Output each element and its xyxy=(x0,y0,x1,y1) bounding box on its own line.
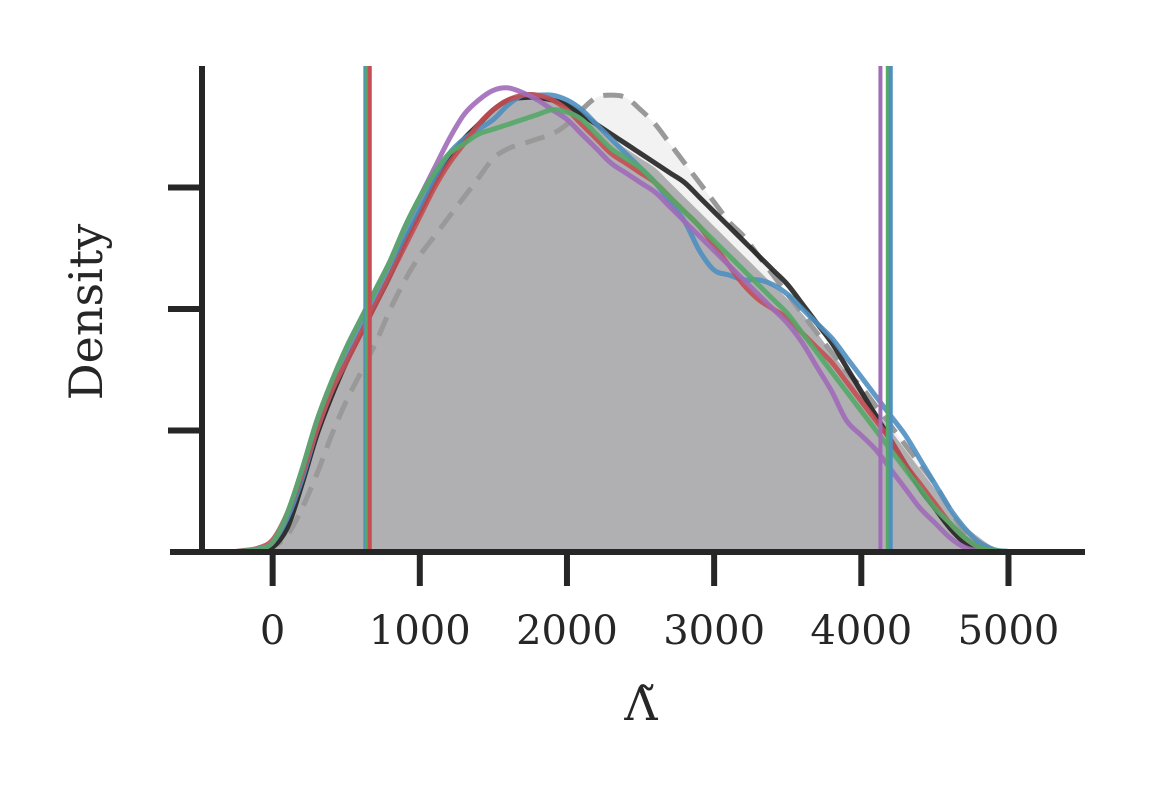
x-tick-label-4: 4000 xyxy=(810,608,912,654)
tick-marks: 0 1000 2000 3000 4000 5000 xyxy=(168,184,1060,654)
x-tick-label-0: 0 xyxy=(260,608,285,654)
x-tick-label-5: 5000 xyxy=(958,608,1060,654)
x-tick-label-1: 1000 xyxy=(369,608,471,654)
plot-area xyxy=(199,66,1082,555)
x-axis-label: Λ̃ xyxy=(623,677,658,731)
x-tick-label-2: 2000 xyxy=(516,608,618,654)
density-line-3 xyxy=(199,92,1082,555)
density-line-5 xyxy=(199,107,1082,555)
y-axis-label: Density xyxy=(59,224,113,401)
x-tick-label-3: 3000 xyxy=(663,608,765,654)
